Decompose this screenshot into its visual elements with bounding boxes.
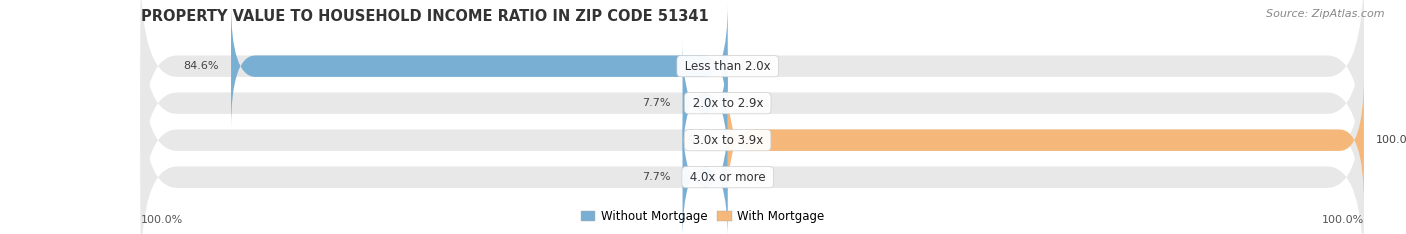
FancyBboxPatch shape bbox=[231, 3, 728, 129]
Text: 100.0%: 100.0% bbox=[1322, 215, 1364, 225]
FancyBboxPatch shape bbox=[682, 114, 728, 234]
Text: 0.0%: 0.0% bbox=[740, 172, 768, 182]
Text: 0.0%: 0.0% bbox=[688, 135, 716, 145]
Text: 3.0x to 3.9x: 3.0x to 3.9x bbox=[689, 134, 766, 147]
Text: Less than 2.0x: Less than 2.0x bbox=[681, 60, 775, 73]
FancyBboxPatch shape bbox=[141, 77, 1364, 234]
Text: 2.0x to 2.9x: 2.0x to 2.9x bbox=[689, 97, 766, 110]
Text: PROPERTY VALUE TO HOUSEHOLD INCOME RATIO IN ZIP CODE 51341: PROPERTY VALUE TO HOUSEHOLD INCOME RATIO… bbox=[141, 9, 709, 24]
Text: 0.0%: 0.0% bbox=[740, 98, 768, 108]
FancyBboxPatch shape bbox=[141, 3, 1364, 203]
Text: 100.0%: 100.0% bbox=[141, 215, 183, 225]
Text: 100.0%: 100.0% bbox=[1376, 135, 1406, 145]
Text: 0.0%: 0.0% bbox=[740, 61, 768, 71]
Text: 4.0x or more: 4.0x or more bbox=[686, 171, 769, 184]
FancyBboxPatch shape bbox=[682, 40, 728, 166]
Text: Source: ZipAtlas.com: Source: ZipAtlas.com bbox=[1267, 9, 1385, 19]
FancyBboxPatch shape bbox=[728, 77, 1364, 203]
FancyBboxPatch shape bbox=[141, 40, 1364, 234]
Legend: Without Mortgage, With Mortgage: Without Mortgage, With Mortgage bbox=[576, 206, 830, 228]
Text: 84.6%: 84.6% bbox=[183, 61, 219, 71]
Text: 7.7%: 7.7% bbox=[641, 98, 671, 108]
FancyBboxPatch shape bbox=[141, 0, 1364, 166]
Text: 7.7%: 7.7% bbox=[641, 172, 671, 182]
